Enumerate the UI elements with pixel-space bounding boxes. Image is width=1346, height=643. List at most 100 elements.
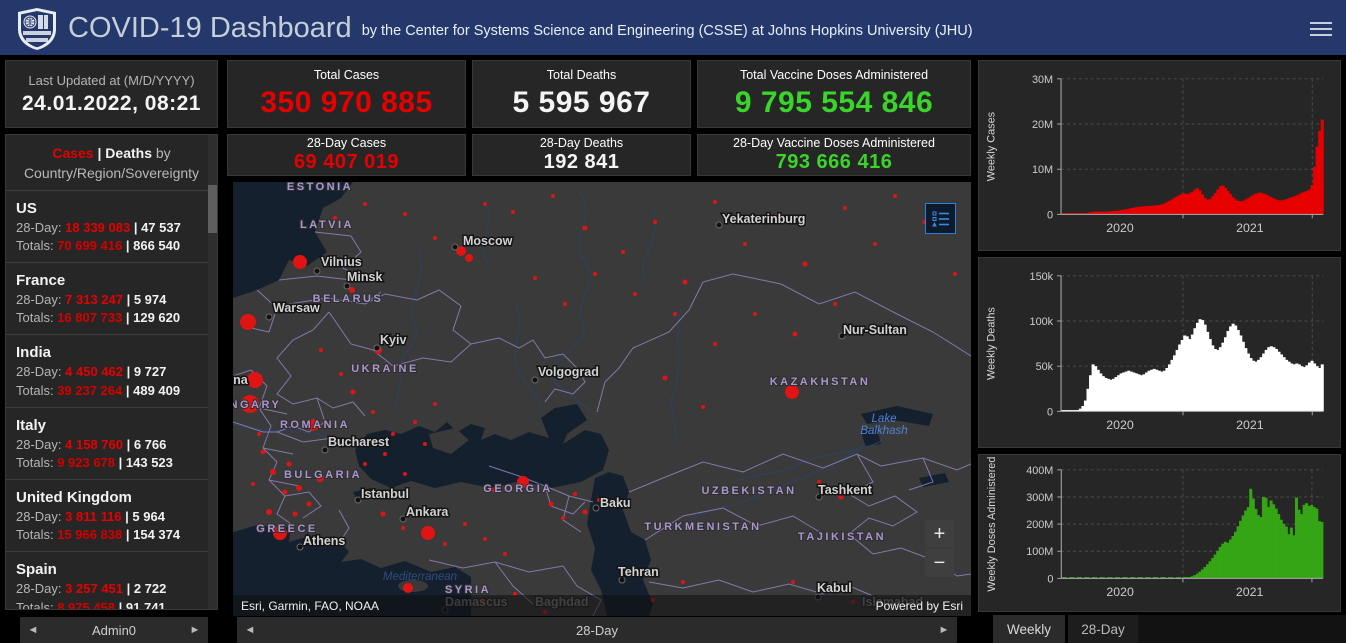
page-title: COVID-19 Dashboard [68,12,352,44]
chart-tabs: Weekly 28-Day [978,615,1346,643]
country-28day-line: 28-Day: 4 450 462 | 9 727 [16,364,167,380]
country-name: United Kingdom [16,489,132,507]
svg-text:Moscow: Moscow [463,234,513,248]
country-rows: US 28-Day: 18 339 083 | 47 537 Totals: 70 … [6,189,217,609]
weekly-deaths-chart: 0 50k 100k 150k 2020 2021 Weekly Deaths [986,271,1324,432]
country-row[interactable]: India 28-Day: 4 450 462 | 9 727 Totals: 39… [6,334,217,406]
svg-text:Baku: Baku [600,496,631,510]
jhu-logo [16,7,58,56]
svg-text:Weekly Cases: Weekly Cases [986,111,998,181]
svg-text:300M: 300M [1026,492,1053,504]
world-map[interactable]: ESTONIA LATVIA BELARUS UKRAINE HUNGARY ROMANI… [233,182,971,616]
powered-by-esri: Powered by Esri [875,598,963,613]
last-updated-panel: Last Updated at (M/D/YYYY) 24.01.2022, 0… [5,60,218,128]
svg-text:ROMANIA: ROMANIA [280,419,350,431]
svg-text:Yekaterinburg: Yekaterinburg [722,212,805,226]
svg-text:30M: 30M [1032,74,1053,86]
country-row[interactable]: United Kingdom 28-Day: 3 811 116 | 5 964 T… [6,479,217,551]
svg-text:Vienna: Vienna [233,373,249,387]
map-prev-arrow[interactable]: ◄ [244,624,256,636]
total-vaccines-label: Total Vaccine Doses Administered [739,68,929,82]
day-deaths-label: 28-Day Deaths [539,136,624,150]
weekly-doses-chart: 0 100M 200M 300M 400M 2020 2021 Weekly Doses Ad… [986,457,1324,599]
svg-text:Istanbul: Istanbul [361,487,409,501]
svg-text:BULGARIA: BULGARIA [284,469,362,481]
scrollbar-track[interactable] [208,135,217,609]
total-cases-box: Total Cases 350 970 885 [227,60,466,128]
svg-text:400M: 400M [1026,465,1053,477]
svg-text:10M: 10M [1032,164,1053,176]
svg-text:UZBEKISTAN: UZBEKISTAN [701,485,796,497]
legend-list-icon [931,211,949,226]
map-attribution-bar: Esri, Garmin, FAO, NOAA Powered by Esri [233,595,971,616]
svg-text:Weekly Doses Administered: Weekly Doses Administered [986,457,998,592]
svg-text:0: 0 [1047,209,1053,221]
total-vaccines-value: 9 795 554 846 [734,86,934,119]
weekly-doses-chart-panel: 0 100M 200M 300M 400M 2020 2021 Weekly Doses Ad… [978,454,1341,612]
page-subtitle: by the Center for Systems Science and En… [361,23,973,39]
map-next-arrow[interactable]: ► [938,624,950,636]
cases-header-label: Cases [52,145,94,161]
svg-text:0: 0 [1047,573,1053,585]
svg-text:Bucharest: Bucharest [328,435,390,449]
total-cases-value: 350 970 885 [260,86,433,119]
svg-text:TURKMENISTAN: TURKMENISTAN [644,521,761,533]
tab-weekly[interactable]: Weekly [993,615,1065,643]
svg-text:GREECE: GREECE [256,523,317,535]
day-vaccines-label: 28-Day Vaccine Doses Administered [733,136,935,150]
svg-text:TAJIKISTAN: TAJIKISTAN [798,531,886,543]
country-totals-line: Totals: 16 807 733 | 129 620 [16,310,181,326]
map-country-labels: ESTONIA LATVIA BELARUS UKRAINE HUNGARY ROMANI… [233,182,886,597]
country-row[interactable]: Italy 28-Day: 4 158 760 | 6 766 Totals: 9 … [6,406,217,479]
country-28day-line: 28-Day: 7 313 247 | 5 974 [16,291,167,307]
country-row[interactable]: France 28-Day: 7 313 247 | 5 974 Totals: 1… [6,261,217,334]
svg-text:200M: 200M [1026,519,1053,531]
map-canvas: ESTONIA LATVIA BELARUS UKRAINE HUNGARY ROMANI… [233,182,971,616]
country-row[interactable]: US 28-Day: 18 339 083 | 47 537 Totals: 70 … [6,189,217,262]
country-name: Italy [16,416,47,434]
tab-28-day[interactable]: 28-Day [1068,615,1138,643]
svg-text:Kabul: Kabul [817,581,852,595]
svg-text:ESTONIA: ESTONIA [287,182,353,193]
country-row[interactable]: Spain 28-Day: 3 257 451 | 2 722 Totals: 8 … [6,551,217,609]
svg-text:Tashkent: Tashkent [818,483,873,497]
day-deaths-box: 28-Day Deaths 192 841 [472,134,691,176]
svg-text:SYRIA: SYRIA [445,584,491,596]
weekly-deaths-chart-panel: 0 50k 100k 150k 2020 2021 Weekly Deaths [978,257,1341,448]
zoom-out-button[interactable]: − [925,549,954,577]
total-deaths-label: Total Deaths [546,68,617,82]
crimea-land [429,428,469,454]
day-vaccines-value: 793 666 416 [775,151,893,173]
day-cases-box: 28-Day Cases 69 407 019 [227,134,466,176]
day-vaccines-box: 28-Day Vaccine Doses Administered 793 66… [697,134,971,176]
svg-text:BELARUS: BELARUS [313,293,384,305]
svg-text:20M: 20M [1032,119,1053,131]
country-28day-line: 28-Day: 3 811 116 | 5 964 [16,509,165,525]
svg-text:UKRAINE: UKRAINE [351,363,419,375]
svg-text:2020: 2020 [1106,221,1134,235]
svg-text:2021: 2021 [1236,221,1264,235]
total-cases-label: Total Cases [313,68,380,82]
menu-icon[interactable] [1310,18,1332,40]
zoom-in-button[interactable]: + [925,520,954,548]
svg-text:LATVIA: LATVIA [300,219,354,231]
svg-text:100k: 100k [1030,316,1054,328]
map-pager-bar: ◄ 28-Day ► [237,617,957,643]
svg-text:Lake: Lake [872,413,897,425]
scrollbar-thumb[interactable] [208,185,217,233]
map-attribution: Esri, Garmin, FAO, NOAA [241,598,380,613]
svg-text:50k: 50k [1036,361,1054,373]
deaths-header-label: Deaths [105,145,152,161]
country-header-line2: Country/Region/Sovereignty [23,165,200,182]
total-deaths-box: Total Deaths 5 595 967 [472,60,691,128]
admin-next-arrow[interactable]: ► [189,624,201,636]
last-updated-label: Last Updated at (M/D/YYYY) [28,72,195,88]
legend-button[interactable] [925,203,956,234]
country-totals-line: Totals: 15 966 838 | 154 374 [16,527,181,543]
admin-prev-arrow[interactable]: ◄ [27,624,39,636]
svg-text:HUNGARY: HUNGARY [233,399,281,411]
day-cases-value: 69 407 019 [293,151,400,173]
day-deaths-value: 192 841 [543,151,620,173]
svg-text:2020: 2020 [1106,418,1134,432]
